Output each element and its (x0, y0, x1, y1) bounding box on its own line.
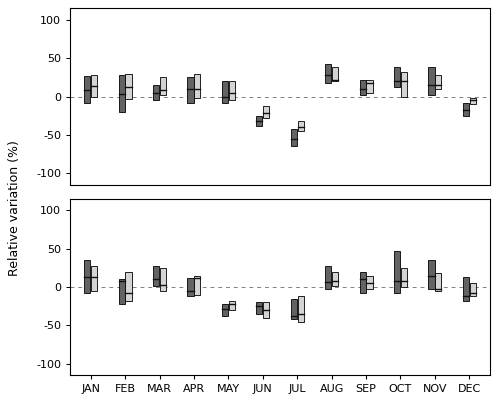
Bar (360, 80, 366, 95)
Bar (222, 304, 228, 316)
Bar (188, 78, 194, 103)
Bar (428, 68, 434, 95)
Bar (298, 296, 304, 322)
Bar (84, 76, 90, 103)
Bar (228, 81, 235, 100)
Bar (470, 98, 476, 104)
Bar (290, 299, 297, 319)
Bar (118, 279, 124, 304)
Bar (118, 75, 124, 112)
Bar (194, 276, 200, 295)
Bar (263, 302, 270, 318)
Bar (463, 103, 469, 116)
Bar (428, 260, 434, 289)
Bar (298, 121, 304, 131)
Bar (160, 78, 166, 95)
Bar (332, 68, 338, 81)
Bar (91, 75, 97, 97)
Bar (436, 75, 442, 89)
Bar (394, 251, 400, 293)
Bar (401, 268, 407, 287)
Bar (366, 276, 372, 289)
Bar (84, 260, 90, 293)
Bar (360, 272, 366, 293)
Bar (436, 273, 442, 291)
Bar (153, 266, 159, 286)
Bar (160, 268, 166, 291)
Text: Relative variation (%): Relative variation (%) (8, 141, 22, 276)
Bar (188, 278, 194, 296)
Bar (470, 283, 476, 296)
Bar (91, 266, 97, 291)
Bar (194, 73, 200, 98)
Bar (401, 72, 407, 97)
Bar (325, 63, 332, 83)
Bar (153, 85, 159, 100)
Bar (394, 68, 400, 87)
Bar (256, 302, 262, 314)
Bar (263, 106, 270, 118)
Bar (463, 277, 469, 301)
Bar (332, 272, 338, 286)
Bar (366, 80, 372, 93)
Bar (256, 116, 262, 126)
Bar (222, 81, 228, 103)
Bar (325, 266, 332, 289)
Bar (228, 301, 235, 310)
Bar (126, 73, 132, 99)
Bar (290, 129, 297, 146)
Bar (126, 272, 132, 301)
